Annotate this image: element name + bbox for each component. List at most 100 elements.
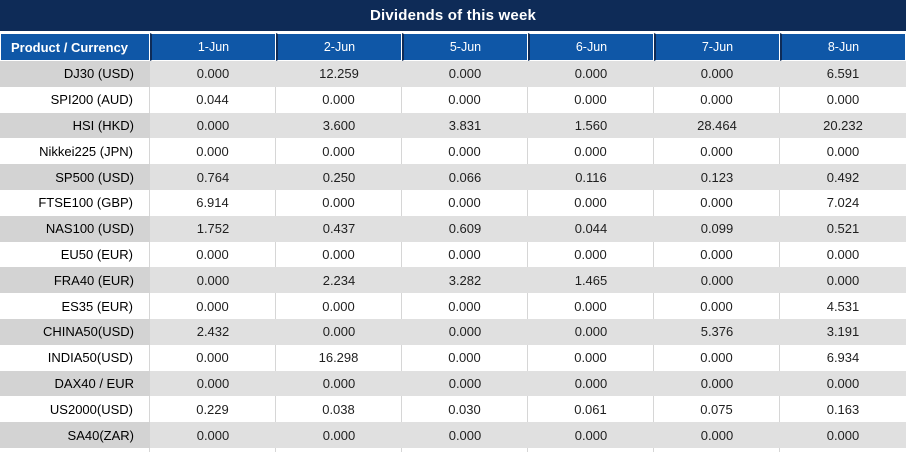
dividend-value: 0.000 bbox=[276, 138, 402, 165]
dividend-value: 0.250 bbox=[276, 164, 402, 190]
table-row: DAX40 / EUR 0.000 0.000 0.000 0.000 0.000 0.00… bbox=[0, 370, 906, 397]
dividend-value: 3.831 bbox=[402, 112, 528, 139]
product-label: EU50 (EUR) bbox=[0, 241, 150, 268]
table-row: Nikkei225 (JPN) 0.000 0.000 0.000 0.000 0.000… bbox=[0, 138, 906, 165]
dividend-value: 0.000 bbox=[402, 86, 528, 113]
dividend-value: 12.259 bbox=[276, 61, 402, 87]
page-title: Dividends of this week bbox=[369, 7, 537, 24]
dividend-value: 0.000 bbox=[826, 92, 860, 108]
dividend-value: 5.376 bbox=[654, 318, 780, 345]
dividend-value: 0.000 bbox=[654, 189, 780, 216]
dividend-value: 0.030 bbox=[402, 396, 528, 423]
dividend-value: 16.298 bbox=[276, 344, 402, 371]
dividend-value: 0.000 bbox=[276, 86, 402, 113]
dividend-value: 0.000 bbox=[528, 189, 654, 216]
dividend-value: 0.000 bbox=[150, 370, 276, 397]
dividend-value: 4.531 bbox=[826, 298, 860, 314]
product-label: US2000(USD) bbox=[0, 396, 150, 423]
dividend-value: 0.000 bbox=[276, 370, 402, 397]
dividend-value: 3.600 bbox=[276, 112, 402, 139]
table-row: ES35 (EUR) 0.000 0.000 0.000 0.000 0.000 4.531 bbox=[0, 293, 906, 319]
dividend-value: 0.000 bbox=[276, 293, 402, 319]
dividend-value: 7.024 bbox=[826, 195, 860, 211]
dividend-value: 0.000 bbox=[654, 86, 780, 113]
table-row: SPI200 (AUD) 0.044 0.000 0.000 0.000 0.000 0.0… bbox=[0, 86, 906, 113]
dividend-value: 0.609 bbox=[402, 215, 528, 242]
dividend-value: 0.000 bbox=[654, 293, 780, 319]
dividend-value: 0.000 bbox=[150, 344, 276, 371]
dividend-value: 0.000 bbox=[276, 241, 402, 268]
dividend-value: 0.000 bbox=[402, 293, 528, 319]
table-row: EU50 (EUR) 0.000 0.000 0.000 0.000 0.000 0.000 bbox=[0, 241, 906, 268]
table-row: INDIA50(USD) 0.000 16.298 0.000 0.000 0.000 6.… bbox=[0, 344, 906, 371]
dividend-value: 2.234 bbox=[276, 267, 402, 294]
dividend-value: 0.000 bbox=[528, 422, 654, 448]
column-header-date: 6-Jun bbox=[528, 33, 654, 61]
dividend-value: 0.000 bbox=[276, 189, 402, 216]
column-header-date: 8-Jun bbox=[780, 33, 906, 61]
column-header-date: 5-Jun bbox=[402, 33, 528, 61]
dividend-value: 6.934 bbox=[826, 350, 860, 366]
title-bar: Dividends of this week bbox=[0, 0, 906, 33]
dividend-value: 0.000 bbox=[826, 143, 860, 159]
table-row: HSI (HKD) 0.000 3.600 3.831 1.560 28.464 20.23… bbox=[0, 112, 906, 139]
dividend-value: 20.232 bbox=[780, 112, 906, 139]
table-row: CHINA50(USD) 2.432 0.000 0.000 0.000 5.376 3.1… bbox=[0, 318, 906, 345]
product-label: Nikkei225 (JPN) bbox=[0, 138, 150, 165]
dividend-value: 0.521 bbox=[780, 215, 906, 242]
next-row-sliver bbox=[0, 447, 906, 452]
dividend-value: 0.000 bbox=[654, 61, 780, 87]
dividend-value: 0.061 bbox=[528, 396, 654, 423]
dividend-value: 1.465 bbox=[528, 267, 654, 294]
dividend-value: 0.000 bbox=[528, 61, 654, 87]
dividend-value: 0.000 bbox=[654, 370, 780, 397]
product-label: FRA40 (EUR) bbox=[0, 267, 150, 294]
product-label: SPI200 (AUD) bbox=[0, 86, 150, 113]
dividend-value: 0.000 bbox=[654, 241, 780, 268]
dividend-value: 6.591 bbox=[780, 61, 906, 87]
dividend-value: 0.000 bbox=[528, 344, 654, 371]
dividend-value: 6.914 bbox=[150, 189, 276, 216]
product-label: SA40(ZAR) bbox=[0, 422, 150, 448]
dividend-value: 0.000 bbox=[826, 246, 860, 262]
dividend-value: 0.000 bbox=[402, 422, 528, 448]
dividend-value: 2.432 bbox=[150, 318, 276, 345]
dividend-value: 0.000 bbox=[150, 267, 276, 294]
product-label: INDIA50(USD) bbox=[0, 344, 150, 371]
dividend-value: 0.038 bbox=[276, 396, 402, 423]
dividend-value: 0.000 bbox=[150, 241, 276, 268]
dividend-value: 0.099 bbox=[654, 215, 780, 242]
dividend-value: 0.000 bbox=[780, 370, 906, 397]
dividend-value: 0.000 bbox=[150, 61, 276, 87]
dividend-value: 0.000 bbox=[654, 344, 780, 371]
dividend-value: 0.437 bbox=[276, 215, 402, 242]
dividend-value: 3.282 bbox=[402, 267, 528, 294]
column-header-product-currency: Product / Currency bbox=[0, 33, 150, 61]
dividend-value: 0.000 bbox=[402, 138, 528, 165]
column-header-date: 2-Jun bbox=[276, 33, 402, 61]
dividend-value: 1.560 bbox=[528, 112, 654, 139]
product-label: SP500 (USD) bbox=[0, 164, 150, 190]
dividend-value: 0.116 bbox=[528, 164, 654, 190]
dividend-value: 0.044 bbox=[150, 86, 276, 113]
dividend-value: 0.000 bbox=[402, 189, 528, 216]
dividend-value: 0.000 bbox=[654, 422, 780, 448]
column-header-date: 7-Jun bbox=[654, 33, 780, 61]
table-row: US2000(USD) 0.229 0.038 0.030 0.061 0.075 0.16… bbox=[0, 396, 906, 423]
dividend-value: 0.044 bbox=[528, 215, 654, 242]
dividend-value: 0.000 bbox=[528, 370, 654, 397]
dividend-value: 0.000 bbox=[402, 370, 528, 397]
dividend-value: 0.000 bbox=[528, 86, 654, 113]
table-row: DJ30 (USD) 0.000 12.259 0.000 0.000 0.000 6.59… bbox=[0, 61, 906, 87]
product-label: HSI (HKD) bbox=[0, 112, 150, 139]
dividend-value: 0.000 bbox=[654, 138, 780, 165]
table-header-row: Product / Currency 1-Jun 2-Jun 5-Jun 6-Jun 7… bbox=[0, 33, 906, 61]
dividend-value: 0.000 bbox=[654, 267, 780, 294]
product-label: NAS100 (USD) bbox=[0, 215, 150, 242]
dividend-value: 0.000 bbox=[150, 293, 276, 319]
table-row: NAS100 (USD) 1.752 0.437 0.609 0.044 0.099 0.5… bbox=[0, 215, 906, 242]
dividend-value: 1.752 bbox=[150, 215, 276, 242]
dividend-value: 0.163 bbox=[826, 401, 860, 417]
dividend-value: 0.066 bbox=[402, 164, 528, 190]
